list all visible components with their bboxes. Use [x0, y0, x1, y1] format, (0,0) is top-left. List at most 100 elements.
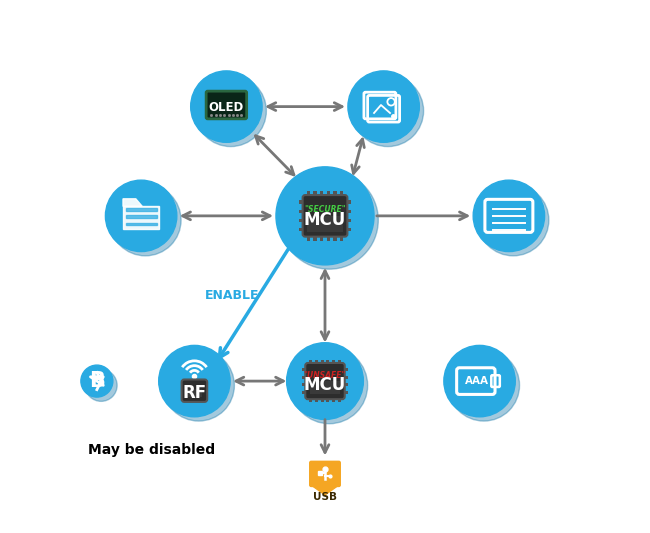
FancyBboxPatch shape — [342, 383, 348, 386]
FancyBboxPatch shape — [340, 191, 343, 198]
FancyBboxPatch shape — [192, 399, 194, 402]
FancyBboxPatch shape — [302, 368, 308, 371]
FancyBboxPatch shape — [205, 392, 207, 394]
Circle shape — [105, 180, 177, 252]
FancyBboxPatch shape — [342, 368, 348, 371]
Text: "SECURE": "SECURE" — [304, 205, 346, 214]
Circle shape — [190, 71, 262, 142]
FancyBboxPatch shape — [181, 396, 185, 398]
FancyBboxPatch shape — [307, 234, 310, 240]
FancyBboxPatch shape — [309, 360, 312, 366]
FancyBboxPatch shape — [185, 379, 187, 382]
FancyBboxPatch shape — [187, 390, 202, 397]
Text: ENABLE: ENABLE — [205, 289, 259, 302]
Circle shape — [287, 343, 363, 419]
FancyBboxPatch shape — [206, 91, 246, 119]
FancyBboxPatch shape — [198, 399, 200, 402]
FancyBboxPatch shape — [344, 200, 351, 204]
FancyBboxPatch shape — [344, 228, 351, 231]
FancyBboxPatch shape — [195, 399, 197, 402]
Polygon shape — [125, 215, 157, 218]
FancyBboxPatch shape — [181, 387, 185, 390]
FancyBboxPatch shape — [313, 191, 317, 198]
Circle shape — [448, 350, 519, 421]
FancyBboxPatch shape — [342, 391, 348, 394]
FancyBboxPatch shape — [320, 234, 324, 240]
FancyBboxPatch shape — [332, 397, 335, 402]
FancyBboxPatch shape — [181, 383, 185, 385]
Circle shape — [444, 345, 515, 417]
FancyBboxPatch shape — [310, 381, 340, 394]
FancyBboxPatch shape — [307, 215, 343, 232]
FancyBboxPatch shape — [315, 397, 318, 402]
Text: USB: USB — [313, 492, 337, 502]
Circle shape — [195, 75, 266, 147]
Circle shape — [291, 347, 368, 424]
FancyBboxPatch shape — [299, 228, 305, 231]
Polygon shape — [123, 206, 159, 229]
FancyBboxPatch shape — [302, 391, 308, 394]
FancyBboxPatch shape — [309, 397, 312, 402]
Circle shape — [478, 184, 549, 256]
FancyBboxPatch shape — [202, 399, 203, 402]
Text: MCU: MCU — [304, 376, 346, 394]
Polygon shape — [125, 223, 157, 225]
Text: RF: RF — [183, 384, 207, 402]
FancyBboxPatch shape — [320, 191, 324, 198]
FancyBboxPatch shape — [181, 379, 207, 402]
FancyBboxPatch shape — [205, 396, 207, 398]
FancyBboxPatch shape — [181, 392, 185, 394]
Polygon shape — [311, 485, 339, 495]
Polygon shape — [123, 199, 142, 206]
FancyBboxPatch shape — [326, 360, 330, 366]
Text: OLED: OLED — [209, 101, 244, 114]
Text: MCU: MCU — [304, 211, 346, 229]
FancyBboxPatch shape — [320, 360, 324, 366]
FancyBboxPatch shape — [344, 209, 351, 213]
FancyBboxPatch shape — [303, 195, 347, 237]
Circle shape — [110, 184, 181, 256]
FancyBboxPatch shape — [205, 387, 207, 390]
FancyBboxPatch shape — [302, 376, 308, 379]
FancyBboxPatch shape — [344, 219, 351, 222]
FancyBboxPatch shape — [299, 200, 305, 204]
FancyBboxPatch shape — [332, 360, 335, 366]
FancyBboxPatch shape — [309, 461, 341, 487]
Text: AAA: AAA — [465, 376, 489, 386]
FancyBboxPatch shape — [299, 209, 305, 213]
FancyBboxPatch shape — [333, 191, 337, 198]
Circle shape — [473, 180, 545, 252]
FancyBboxPatch shape — [326, 397, 330, 402]
FancyBboxPatch shape — [188, 379, 190, 382]
Circle shape — [348, 71, 419, 142]
FancyBboxPatch shape — [333, 234, 337, 240]
FancyBboxPatch shape — [205, 383, 207, 385]
Circle shape — [276, 167, 374, 265]
FancyBboxPatch shape — [307, 191, 310, 198]
FancyBboxPatch shape — [299, 219, 305, 222]
FancyBboxPatch shape — [326, 234, 330, 240]
Circle shape — [159, 345, 230, 417]
FancyBboxPatch shape — [185, 399, 187, 402]
FancyBboxPatch shape — [202, 379, 203, 382]
FancyBboxPatch shape — [338, 397, 341, 402]
FancyBboxPatch shape — [326, 191, 330, 198]
FancyBboxPatch shape — [188, 399, 190, 402]
Text: May be disabled: May be disabled — [88, 443, 215, 457]
FancyBboxPatch shape — [340, 234, 343, 240]
Text: B: B — [89, 371, 105, 391]
Circle shape — [280, 171, 378, 269]
FancyBboxPatch shape — [342, 376, 348, 379]
FancyBboxPatch shape — [198, 379, 200, 382]
FancyBboxPatch shape — [302, 383, 308, 386]
FancyBboxPatch shape — [306, 363, 345, 399]
FancyBboxPatch shape — [195, 379, 197, 382]
FancyBboxPatch shape — [192, 379, 194, 382]
Text: "UNSAFE": "UNSAFE" — [304, 371, 346, 380]
Circle shape — [352, 75, 424, 147]
FancyBboxPatch shape — [313, 234, 317, 240]
Circle shape — [85, 369, 117, 401]
Circle shape — [163, 350, 235, 421]
FancyBboxPatch shape — [315, 360, 318, 366]
Polygon shape — [125, 208, 157, 211]
